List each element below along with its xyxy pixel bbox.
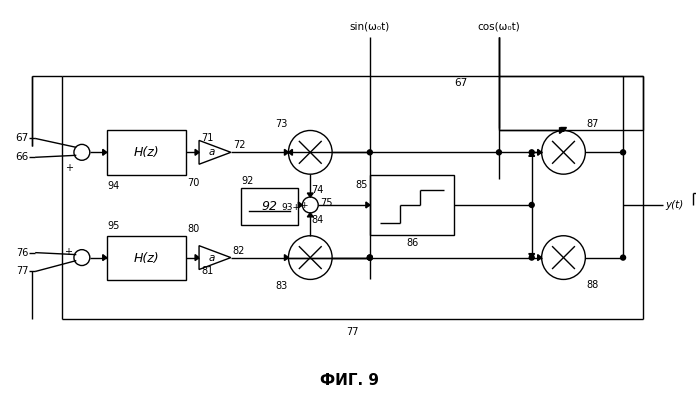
- Text: 71: 71: [201, 133, 214, 143]
- Polygon shape: [366, 202, 370, 208]
- Polygon shape: [560, 127, 563, 133]
- Text: +: +: [65, 163, 73, 173]
- Polygon shape: [288, 255, 292, 261]
- Circle shape: [529, 255, 534, 260]
- Polygon shape: [285, 255, 288, 261]
- Text: 85: 85: [355, 180, 368, 190]
- Text: 80: 80: [187, 224, 200, 234]
- Circle shape: [288, 131, 332, 174]
- Polygon shape: [195, 255, 199, 261]
- Circle shape: [74, 144, 90, 160]
- Text: cos(ω₀t): cos(ω₀t): [477, 21, 520, 31]
- Polygon shape: [103, 255, 107, 261]
- Circle shape: [529, 150, 534, 155]
- Text: 66: 66: [15, 152, 28, 162]
- Text: 86: 86: [406, 238, 418, 248]
- Circle shape: [621, 255, 625, 260]
- Text: 87: 87: [586, 119, 599, 129]
- Bar: [107, 131, 186, 175]
- Bar: [370, 175, 454, 235]
- Text: 83: 83: [275, 281, 288, 291]
- Circle shape: [74, 250, 90, 265]
- Text: 88: 88: [586, 281, 599, 291]
- Text: a: a: [209, 253, 215, 263]
- Polygon shape: [560, 127, 567, 131]
- Text: 77: 77: [16, 267, 28, 277]
- Text: 67: 67: [454, 78, 468, 88]
- Circle shape: [496, 150, 501, 155]
- Text: 70: 70: [187, 178, 200, 188]
- Circle shape: [621, 150, 625, 155]
- Polygon shape: [529, 254, 535, 258]
- Circle shape: [367, 255, 372, 260]
- Text: 67: 67: [15, 133, 28, 143]
- Polygon shape: [195, 149, 199, 155]
- Text: +: +: [301, 201, 308, 210]
- Polygon shape: [298, 202, 302, 208]
- Circle shape: [542, 236, 586, 279]
- Polygon shape: [199, 246, 231, 269]
- Circle shape: [302, 197, 318, 213]
- Polygon shape: [537, 149, 542, 155]
- Text: 81: 81: [201, 267, 214, 277]
- Text: 73: 73: [275, 119, 288, 129]
- Text: 92: 92: [242, 176, 254, 186]
- Circle shape: [367, 150, 372, 155]
- Polygon shape: [103, 149, 107, 155]
- Text: y(t): y(t): [664, 200, 683, 210]
- Text: 72: 72: [233, 140, 245, 150]
- Text: H(z): H(z): [133, 252, 159, 265]
- Polygon shape: [537, 255, 542, 261]
- Polygon shape: [307, 213, 313, 217]
- Text: 75: 75: [320, 198, 333, 208]
- Text: 74: 74: [311, 185, 324, 195]
- Bar: [241, 188, 298, 225]
- Text: 93+: 93+: [281, 203, 300, 213]
- Text: 94: 94: [107, 181, 120, 191]
- Text: ФИГ. 9: ФИГ. 9: [320, 373, 378, 388]
- Polygon shape: [199, 140, 231, 164]
- Polygon shape: [285, 149, 288, 155]
- Text: 95: 95: [107, 221, 120, 231]
- Circle shape: [529, 203, 534, 207]
- Text: 92: 92: [262, 200, 278, 213]
- Circle shape: [542, 131, 586, 174]
- Circle shape: [367, 255, 372, 260]
- Text: 84: 84: [311, 215, 323, 225]
- Text: +: +: [64, 247, 72, 257]
- Circle shape: [367, 255, 372, 260]
- Text: a: a: [209, 147, 215, 157]
- Text: sin(ω₀t): sin(ω₀t): [350, 21, 390, 31]
- Text: 77: 77: [346, 327, 359, 337]
- Polygon shape: [288, 149, 292, 155]
- Text: 82: 82: [233, 246, 245, 256]
- Circle shape: [288, 236, 332, 279]
- Text: 76: 76: [16, 248, 28, 258]
- Polygon shape: [529, 152, 535, 156]
- Polygon shape: [307, 193, 313, 197]
- Bar: [107, 236, 186, 281]
- Text: H(z): H(z): [133, 146, 159, 159]
